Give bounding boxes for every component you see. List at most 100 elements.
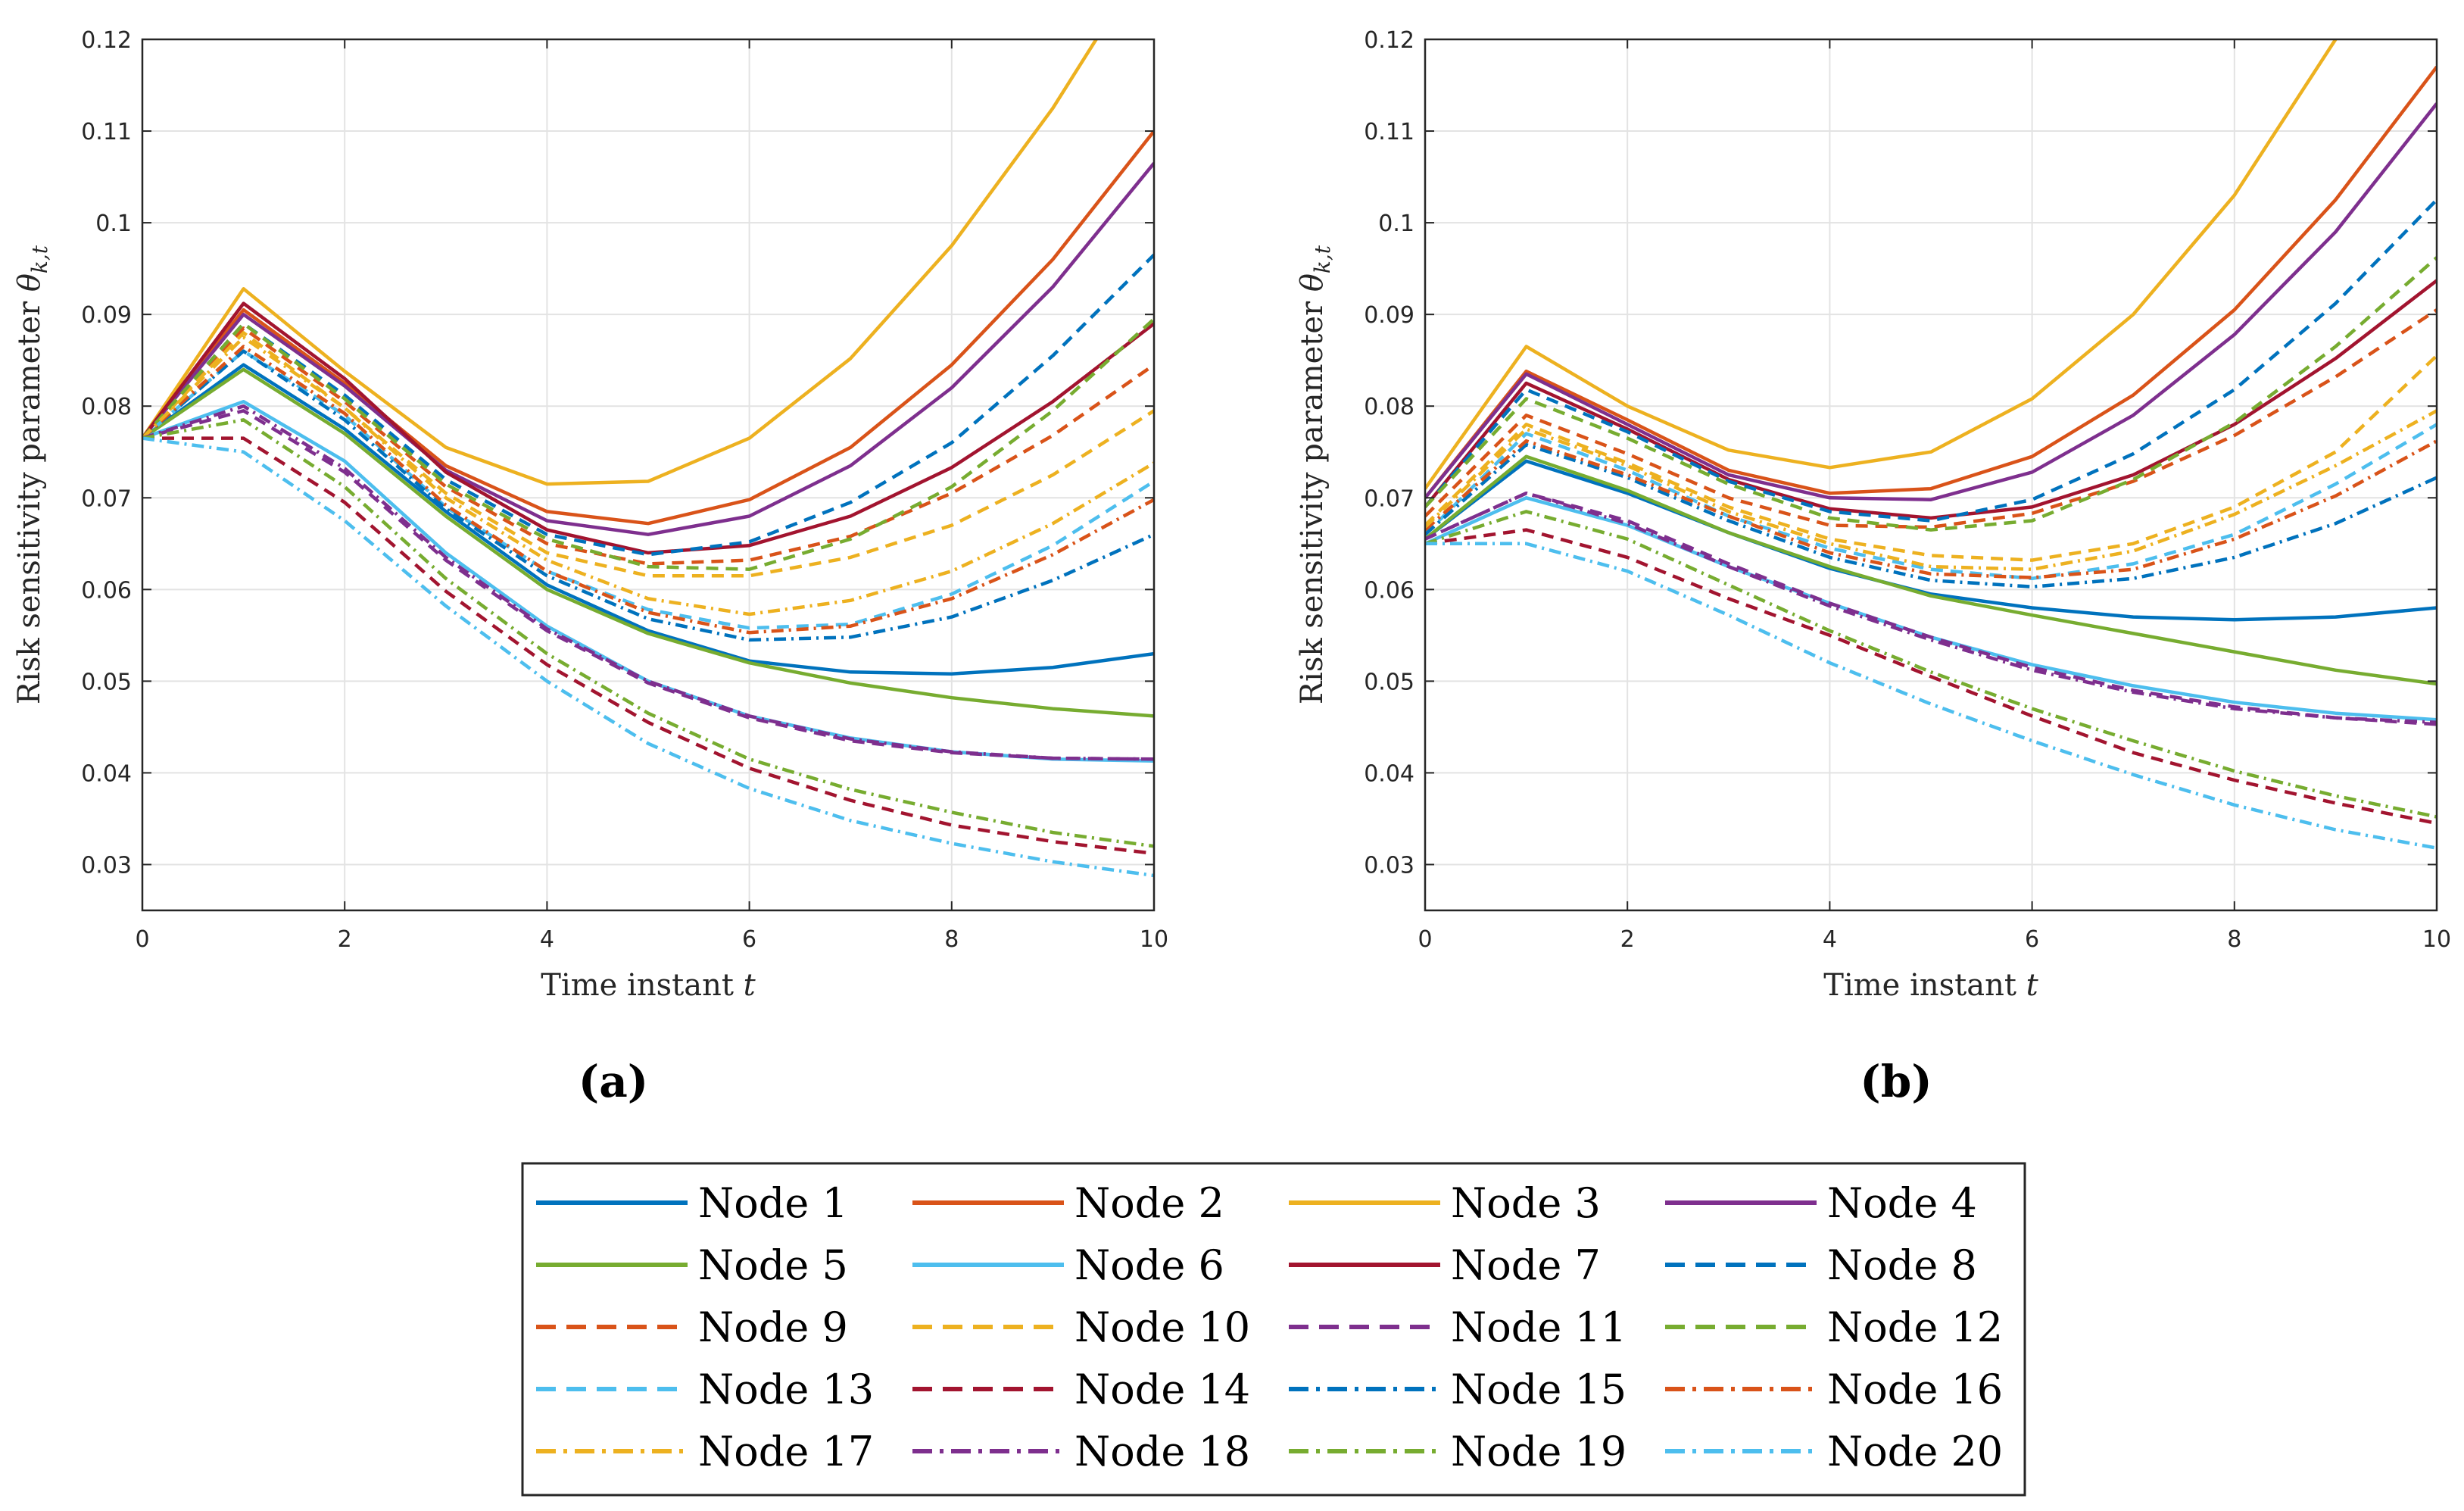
legend-item-node-15: Node 15 xyxy=(1289,1366,1627,1413)
legend-label: Node 19 xyxy=(1451,1428,1627,1475)
series-line-node-10 xyxy=(142,331,1154,578)
y-tick-label: 0.11 xyxy=(1364,119,1414,145)
y-tick-label: 0.12 xyxy=(81,27,132,54)
series-line-node-11 xyxy=(1425,491,2437,726)
y-axis-label-var: θ xyxy=(1295,273,1330,292)
y-axis-label: Risk sensitivity parameter θk,t xyxy=(12,245,52,704)
y-tick-label: 0.09 xyxy=(1364,302,1414,329)
legend-item-node-6: Node 6 xyxy=(912,1241,1224,1289)
legend-label: Node 3 xyxy=(1451,1179,1601,1227)
legend-label: Node 13 xyxy=(698,1366,874,1413)
y-tick-label: 0.09 xyxy=(81,302,132,329)
series-line-node-18 xyxy=(142,404,1154,761)
series-line-node-9 xyxy=(1425,308,2437,529)
legend-item-node-11: Node 11 xyxy=(1289,1303,1627,1351)
series-line-node-1 xyxy=(1425,459,2437,622)
legend-item-node-9: Node 9 xyxy=(536,1303,848,1351)
x-tick-label: 6 xyxy=(742,926,756,953)
legend-item-node-4: Node 4 xyxy=(1665,1179,1977,1227)
panel-label: (b) xyxy=(1860,1056,1932,1107)
legend-label: Node 16 xyxy=(1827,1366,2003,1413)
series-line-node-17 xyxy=(1425,409,2437,571)
series-line-node-18 xyxy=(1425,491,2437,725)
legend-item-node-20: Node 20 xyxy=(1665,1428,2003,1475)
y-tick-label: 0.06 xyxy=(1364,577,1414,604)
series-line-node-15 xyxy=(1425,442,2437,588)
legend-item-node-19: Node 19 xyxy=(1289,1428,1627,1475)
legend-item-node-18: Node 18 xyxy=(912,1428,1250,1475)
y-tick-label: 0.08 xyxy=(1364,394,1414,420)
legend-item-node-2: Node 2 xyxy=(912,1179,1224,1227)
x-tick-label: 8 xyxy=(944,926,959,953)
series-line-node-2 xyxy=(1425,65,2437,499)
y-tick-label: 0.07 xyxy=(81,485,132,512)
x-tick-label: 0 xyxy=(1418,926,1432,953)
series-line-node-12 xyxy=(142,317,1154,571)
x-axis-label-var: t xyxy=(2026,968,2039,1003)
y-tick-label: 0.05 xyxy=(81,669,132,695)
series-line-node-11 xyxy=(142,409,1154,761)
y-axis-label-var: θ xyxy=(12,273,47,292)
axes-box xyxy=(141,38,1156,912)
panel-label: (a) xyxy=(579,1056,648,1107)
legend-label: Node 18 xyxy=(1074,1428,1250,1475)
x-tick-label: 8 xyxy=(2227,926,2241,953)
series-line-node-5 xyxy=(1425,454,2437,686)
series-line-node-13 xyxy=(142,349,1154,630)
legend-item-node-14: Node 14 xyxy=(912,1366,1250,1413)
y-tick-label: 0.1 xyxy=(1378,211,1414,237)
legend-label: Node 10 xyxy=(1074,1303,1250,1351)
x-tick-label: 4 xyxy=(1823,926,1837,953)
legend-item-node-8: Node 8 xyxy=(1665,1241,1977,1289)
y-tick-label: 0.11 xyxy=(81,119,132,145)
plot-area xyxy=(1425,39,2437,910)
legend-label: Node 8 xyxy=(1827,1241,1977,1289)
legend-label: Node 5 xyxy=(698,1241,848,1289)
legend-label: Node 4 xyxy=(1827,1179,1977,1227)
series-line-node-19 xyxy=(1425,510,2437,819)
y-tick-label: 0.03 xyxy=(81,852,132,879)
chart-panel-a: 0 2 4 6 8 10 0.03 0.04 0.05 0.06 0.07 0.08 0.09 0.1 0.… xyxy=(12,27,1168,1107)
x-axis-label: Time instant t xyxy=(1823,968,2038,1003)
legend-item-node-13: Node 13 xyxy=(536,1366,874,1413)
legend-label: Node 7 xyxy=(1451,1241,1601,1289)
legend-item-node-7: Node 7 xyxy=(1289,1241,1601,1289)
series-line-node-14 xyxy=(142,436,1154,856)
legend-label: Node 12 xyxy=(1827,1303,2003,1351)
legend-label: Node 6 xyxy=(1074,1241,1224,1289)
legend-label: Node 15 xyxy=(1451,1366,1627,1413)
legend-item-node-3: Node 3 xyxy=(1289,1179,1601,1227)
y-tick-label: 0.06 xyxy=(81,577,132,604)
legend-label: Node 17 xyxy=(698,1428,874,1475)
series-line-node-12 xyxy=(1425,256,2437,532)
y-axis-label: Risk sensitivity parameter θk,t xyxy=(1295,245,1335,704)
series-line-node-5 xyxy=(142,367,1154,718)
chart-panel-b: 0 2 4 6 8 10 0.03 0.04 0.05 0.06 0.07 0.08 0.09 0.1 0.… xyxy=(1295,27,2451,1107)
series-line-node-16 xyxy=(142,345,1154,635)
series-line-node-2 xyxy=(142,130,1154,526)
x-axis-label: Time instant t xyxy=(541,968,756,1003)
series-line-node-3 xyxy=(142,39,1099,486)
x-axis-label-text: Time instant xyxy=(541,968,743,1003)
series-line-node-7 xyxy=(1425,279,2437,520)
y-tick-label: 0.04 xyxy=(1364,760,1414,787)
y-axis-label-sub: k,t xyxy=(1310,245,1335,273)
x-tick-label: 10 xyxy=(1140,926,1168,953)
legend-item-node-5: Node 5 xyxy=(536,1241,848,1289)
legend-label: Node 1 xyxy=(698,1179,848,1227)
series-line-node-4 xyxy=(1425,102,2437,501)
legend-item-node-16: Node 16 xyxy=(1665,1366,2003,1413)
axes-box xyxy=(1424,38,2438,912)
series-line-node-4 xyxy=(142,161,1154,536)
y-axis-label-text: Risk sensitivity parameter xyxy=(1295,292,1330,704)
x-tick-label: 2 xyxy=(338,926,352,953)
y-tick-label: 0.05 xyxy=(1364,669,1414,695)
y-tick-label: 0.1 xyxy=(95,211,132,237)
series-line-node-16 xyxy=(1425,439,2437,579)
legend-item-node-12: Node 12 xyxy=(1665,1303,2003,1351)
series-line-node-20 xyxy=(142,436,1154,878)
y-tick-label: 0.07 xyxy=(1364,485,1414,512)
series-line-node-8 xyxy=(1425,198,2437,523)
x-axis-label-var: t xyxy=(744,968,756,1003)
legend-label: Node 11 xyxy=(1451,1303,1627,1351)
